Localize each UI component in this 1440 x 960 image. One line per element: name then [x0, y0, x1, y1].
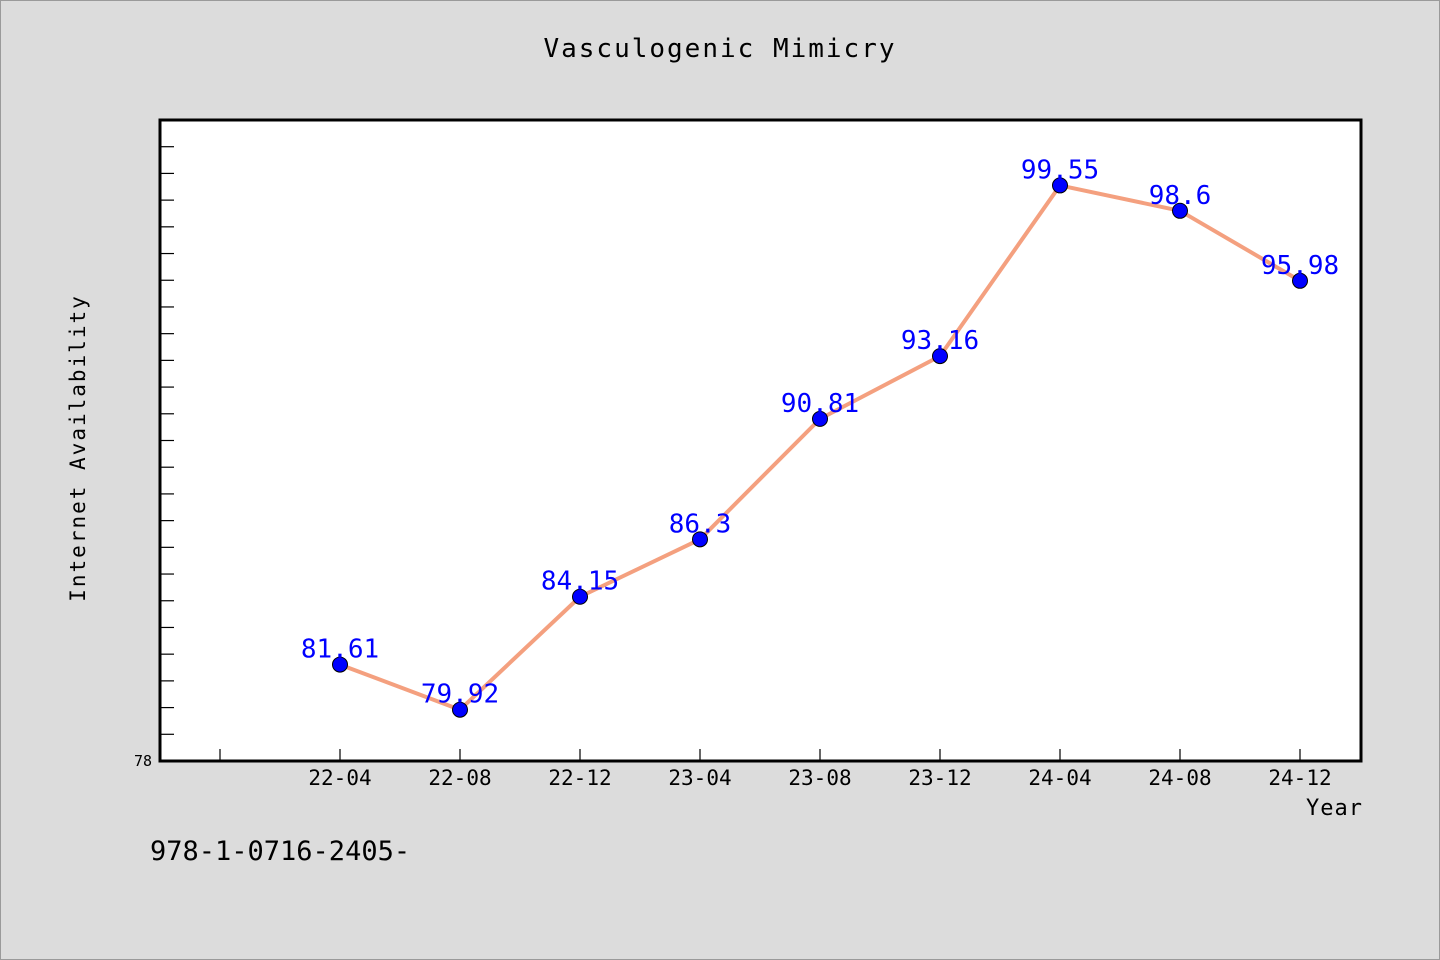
data-point [1292, 272, 1308, 289]
data-label: 93.16 [901, 326, 979, 356]
data-label: 98.6 [1149, 181, 1212, 211]
data-point [1052, 177, 1068, 194]
y-tick-label: 78 [134, 752, 152, 770]
x-tick-label: 22-08 [428, 766, 491, 790]
x-tick-label: 23-08 [788, 766, 851, 790]
chart-title: Vasculogenic Mimicry [543, 34, 897, 64]
x-tick-label: 24-04 [1028, 766, 1091, 790]
data-label: 90.81 [781, 389, 859, 419]
footnote-text: 978-1-0716-2405- [150, 836, 411, 867]
x-tick-label: 23-04 [668, 766, 731, 790]
x-axis-label: Year [1306, 796, 1363, 821]
data-point [692, 531, 708, 548]
data-point [932, 348, 948, 365]
data-label: 79.92 [421, 680, 499, 710]
x-tick-label: 24-08 [1148, 766, 1211, 790]
data-label: 86.3 [669, 509, 732, 539]
data-label: 84.15 [541, 567, 619, 597]
data-point [332, 656, 348, 673]
x-tick-label: 24-12 [1268, 766, 1331, 790]
data-point [572, 588, 588, 605]
x-tick-label: 22-12 [548, 766, 611, 790]
data-label: 99.55 [1021, 155, 1099, 185]
x-tick-label: 23-12 [908, 766, 971, 790]
data-point [812, 410, 828, 427]
data-point [452, 701, 468, 718]
data-label: 95.98 [1261, 251, 1339, 281]
data-point [1172, 202, 1188, 219]
x-tick-label: 22-04 [308, 766, 371, 790]
data-label: 81.61 [301, 635, 379, 665]
plot-background [158, 118, 1363, 763]
